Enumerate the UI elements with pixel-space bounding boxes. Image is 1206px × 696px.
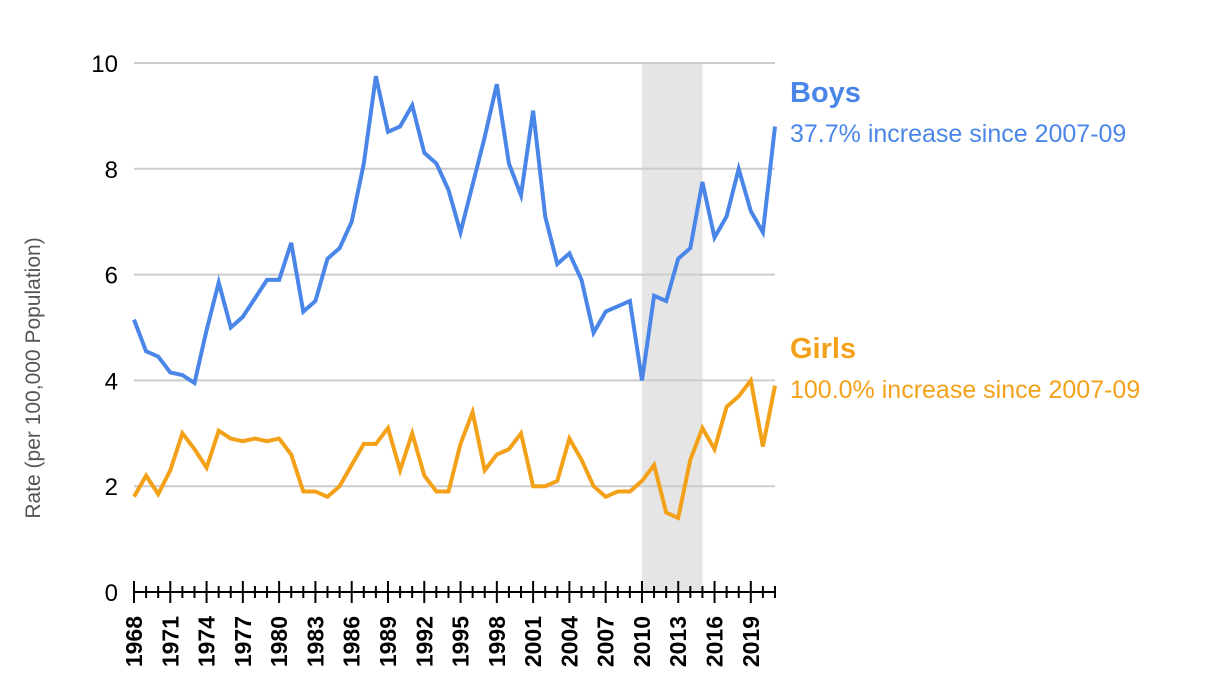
x-tick-label-1974: 1974 [194, 616, 220, 667]
x-tick-label-1989: 1989 [375, 616, 401, 667]
x-tick-label-2001: 2001 [520, 616, 546, 667]
x-tick-label-2004: 2004 [556, 616, 582, 667]
x-tick-label-1983: 1983 [302, 616, 328, 667]
series-lines [132, 75, 777, 521]
x-tick-label-2019: 2019 [738, 616, 764, 667]
y-tick-label-0: 0 [105, 580, 118, 607]
legend-note-boys: 37.7% increase since 2007-09 [790, 120, 1126, 148]
y-tick-label-8: 8 [105, 157, 118, 184]
x-tick-label-2016: 2016 [702, 616, 728, 667]
y-tick-label-6: 6 [105, 263, 118, 290]
series-line-girls [132, 375, 777, 521]
x-tick-label-2013: 2013 [665, 616, 691, 667]
series-annotations: Boys 37.7% increase since 2007-09 Girls 100… [790, 77, 1140, 404]
x-tick-label-1980: 1980 [266, 616, 292, 667]
x-tick-label-2010: 2010 [629, 616, 655, 667]
x-tick-label-1977: 1977 [230, 616, 256, 667]
x-tick-label-1992: 1992 [411, 616, 437, 667]
series-line-boys [132, 75, 777, 387]
x-tick-label-1998: 1998 [484, 616, 510, 667]
legend-note-girls: 100.0% increase since 2007-09 [790, 376, 1140, 404]
legend-title-boys: Boys [790, 77, 861, 109]
legend-title-girls: Girls [790, 333, 856, 365]
y-tick-label-10: 10 [91, 51, 118, 78]
x-tick-label-1986: 1986 [339, 616, 365, 667]
y-tick-label-4: 4 [105, 368, 118, 395]
x-tick-label-1968: 1968 [121, 616, 147, 667]
shaded-period-layer [641, 63, 703, 592]
y-axis-label: Rate (per 100,000 Population) [22, 237, 45, 518]
x-tick-label-1995: 1995 [448, 616, 474, 667]
y-axis-tick-labels: 0 2 4 6 8 10 [91, 51, 118, 607]
gridlines [134, 62, 775, 488]
x-tick-label-2007: 2007 [593, 616, 619, 667]
shaded-period [641, 63, 703, 592]
x-axis: 1968 1971 1974 1977 1980 1983 1986 1989 1992 1995… [121, 581, 776, 667]
y-tick-label-2: 2 [105, 474, 118, 501]
x-tick-label-1971: 1971 [157, 616, 183, 667]
